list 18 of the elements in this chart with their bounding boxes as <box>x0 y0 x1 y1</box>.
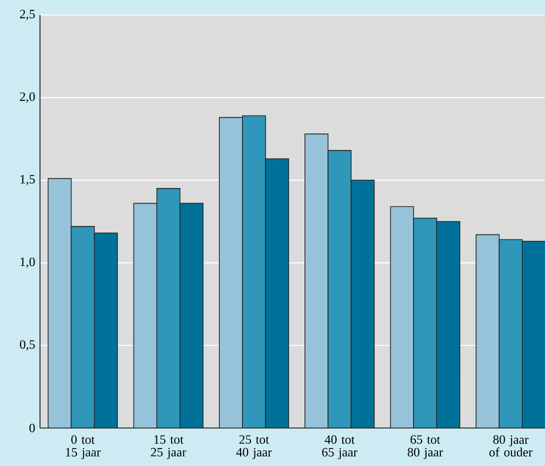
x-tick-label: 80 jaar of ouder <box>489 435 532 456</box>
bar <box>350 180 375 428</box>
x-tick-label: 25 tot 40 jaar <box>236 435 272 460</box>
bar <box>522 240 545 428</box>
x-tick-label: 40 tot 65 jaar <box>322 435 358 460</box>
y-tick-label: 1,5 <box>20 175 35 186</box>
bar <box>436 221 460 428</box>
y-tick-label: 2,5 <box>20 10 35 20</box>
y-tick-label: 0,5 <box>20 340 35 351</box>
y-tick-label: 2,0 <box>20 92 35 103</box>
x-tick-label: 65 tot 80 jaar <box>408 435 443 460</box>
bar <box>180 202 204 428</box>
x-tick-label: 15 tot 25 jaar <box>151 435 186 460</box>
bar <box>265 158 290 428</box>
y-tick-label: 1,0 <box>20 258 35 268</box>
y-tick-label: 0 <box>29 424 35 432</box>
bar <box>94 232 118 428</box>
x-tick-label: 0 tot 15 jaar <box>66 435 101 460</box>
